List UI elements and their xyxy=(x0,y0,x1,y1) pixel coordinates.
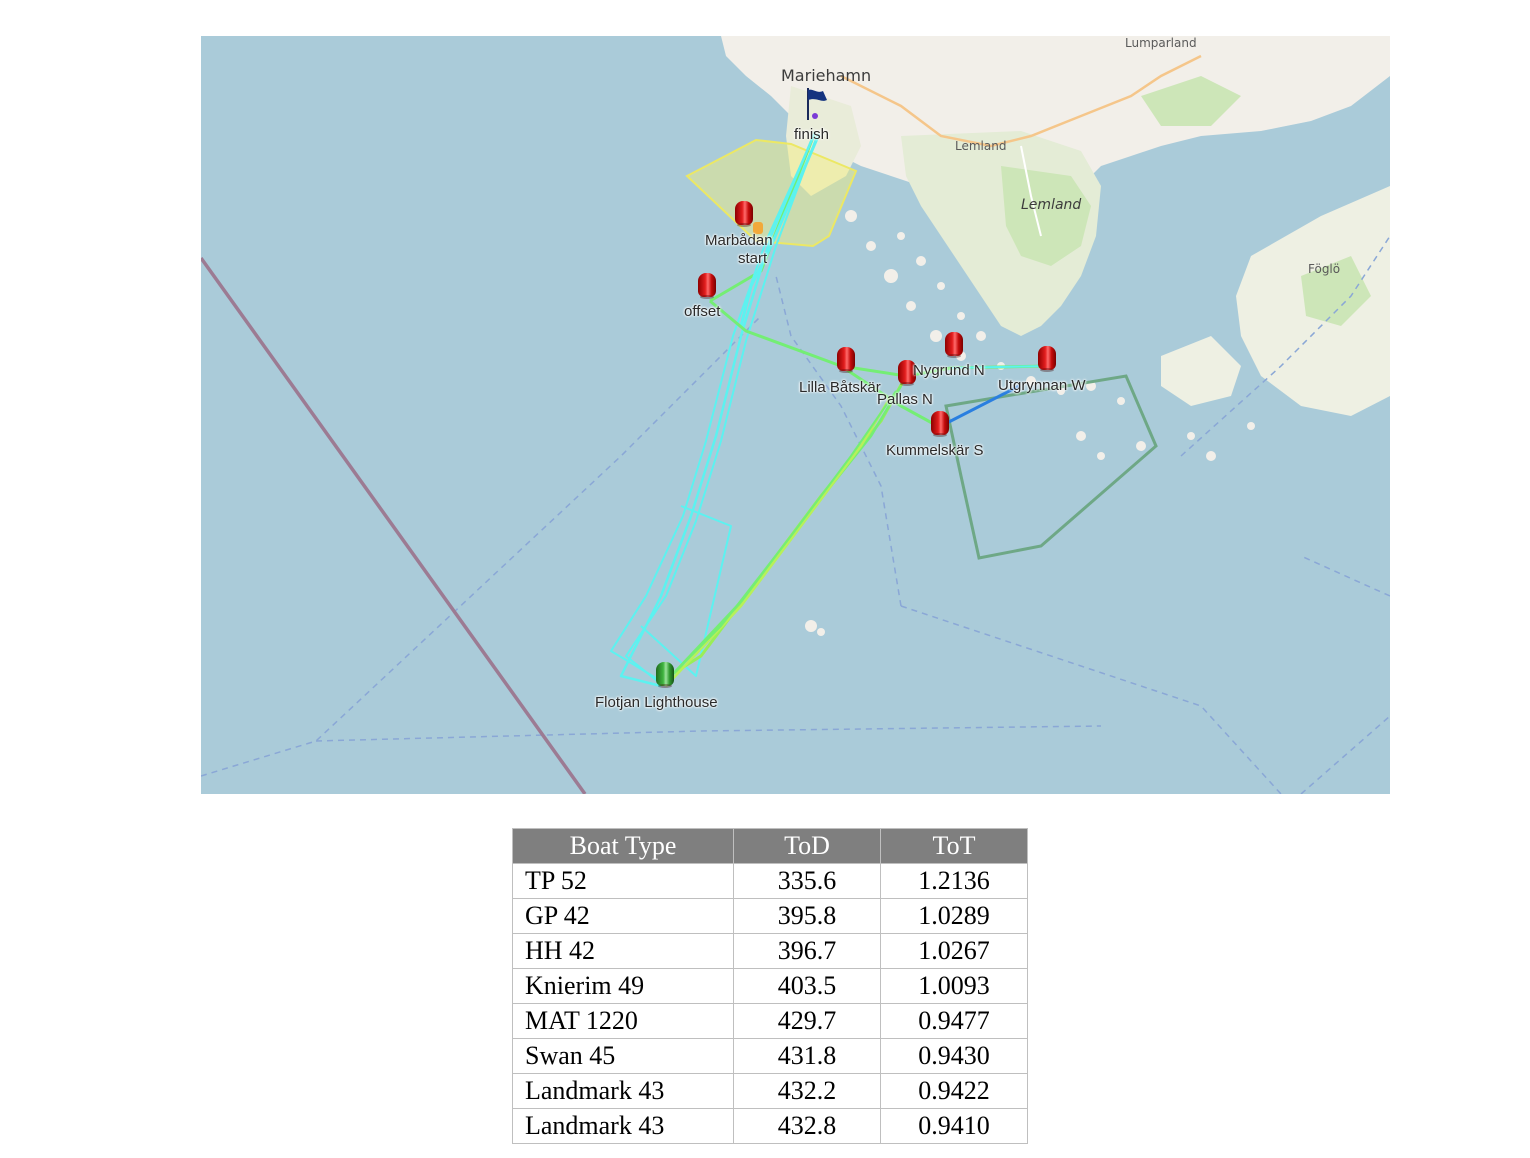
cell-tod: 395.8 xyxy=(733,898,881,934)
cell-boat-type: HH 42 xyxy=(512,933,734,969)
cell-tod: 396.7 xyxy=(733,933,881,969)
mark-label-utgrynnan-w: Utgrynnan W xyxy=(998,377,1086,394)
mark-label-kummelskar-s: Kummelskär S xyxy=(886,442,984,459)
mark-label-start: start xyxy=(738,250,768,267)
table-row: Knierim 49 403.5 1.0093 xyxy=(512,968,1028,1004)
table-row: MAT 1220 429.7 0.9477 xyxy=(512,1003,1028,1039)
cell-tot: 1.2136 xyxy=(880,863,1028,899)
nygrund-n-buoy-icon[interactable] xyxy=(945,332,963,358)
place-label: Lemland xyxy=(1021,197,1082,213)
cell-tod: 335.6 xyxy=(733,863,881,899)
place-label-city: Mariehamn xyxy=(781,66,872,85)
cell-tot: 1.0289 xyxy=(880,898,1028,934)
flotjan-lighthouse-buoy-icon[interactable] xyxy=(656,662,674,688)
pallas-n-buoy-icon[interactable] xyxy=(898,360,916,386)
mark-label-offset: offset xyxy=(684,303,721,320)
lilla-batskar-buoy-icon[interactable] xyxy=(837,347,855,373)
cell-tot: 1.0093 xyxy=(880,968,1028,1004)
mark-label-nygrund-n: Nygrund N xyxy=(913,362,985,379)
map-canvas xyxy=(201,36,1390,794)
place-label: Föglö xyxy=(1308,262,1341,276)
cell-boat-type: Landmark 43 xyxy=(512,1108,734,1144)
cell-tod: 432.2 xyxy=(733,1073,881,1109)
column-header-tot: ToT xyxy=(880,828,1028,864)
cell-boat-type: TP 52 xyxy=(512,863,734,899)
race-map[interactable]: Lumparland Mariehamn Lemland Lemland Fög… xyxy=(201,36,1390,794)
table-row: Landmark 43 432.2 0.9422 xyxy=(512,1073,1028,1109)
cell-boat-type: MAT 1220 xyxy=(512,1003,734,1039)
start-marker-icon[interactable] xyxy=(753,222,763,234)
kummelskar-s-buoy-icon[interactable] xyxy=(931,411,949,437)
shipping-lane xyxy=(201,256,587,794)
marbadan-buoy-icon[interactable] xyxy=(735,201,753,227)
place-label: Lumparland xyxy=(1125,36,1197,50)
mark-label-pallas-n: Pallas N xyxy=(877,391,933,408)
finish-flag-icon[interactable] xyxy=(805,88,829,120)
restricted-area-green xyxy=(944,374,1158,560)
cell-tot: 1.0267 xyxy=(880,933,1028,969)
table-header-row: Boat Type ToD ToT xyxy=(512,828,1028,864)
place-label: Lemland xyxy=(955,139,1007,153)
table-row: GP 42 395.8 1.0289 xyxy=(512,898,1028,934)
cell-tot: 0.9430 xyxy=(880,1038,1028,1074)
cell-boat-type: Swan 45 xyxy=(512,1038,734,1074)
cell-tod: 403.5 xyxy=(733,968,881,1004)
utgrynnan-w-buoy-icon[interactable] xyxy=(1038,346,1056,372)
column-header-tod: ToD xyxy=(733,828,881,864)
cell-boat-type: Landmark 43 xyxy=(512,1073,734,1109)
cell-tot: 0.9422 xyxy=(880,1073,1028,1109)
column-header-boat-type: Boat Type xyxy=(512,828,734,864)
boundary-layer xyxy=(201,235,1390,794)
boat-handicap-table: Boat Type ToD ToT TP 52 335.6 1.2136 GP … xyxy=(512,828,1028,1144)
table-row: TP 52 335.6 1.2136 xyxy=(512,863,1028,899)
table-row: Landmark 43 432.8 0.9410 xyxy=(512,1108,1028,1144)
mark-label-flotjan-lighthouse: Flotjan Lighthouse xyxy=(595,694,718,711)
cell-tod: 431.8 xyxy=(733,1038,881,1074)
cell-tod: 432.8 xyxy=(733,1108,881,1144)
table-row: Swan 45 431.8 0.9430 xyxy=(512,1038,1028,1074)
offset-buoy-icon[interactable] xyxy=(698,273,716,299)
road-layer xyxy=(840,54,1202,237)
race-tracks xyxy=(610,131,1050,688)
mark-label-lilla-batskar: Lilla Båtskär xyxy=(799,379,881,396)
cell-tot: 0.9477 xyxy=(880,1003,1028,1039)
cell-tot: 0.9410 xyxy=(880,1108,1028,1144)
mark-label-finish: finish xyxy=(794,126,830,143)
cell-boat-type: GP 42 xyxy=(512,898,734,934)
table-row: HH 42 396.7 1.0267 xyxy=(512,933,1028,969)
mark-label-marbadan: Marbådan xyxy=(705,232,773,249)
cell-tod: 429.7 xyxy=(733,1003,881,1039)
cell-boat-type: Knierim 49 xyxy=(512,968,734,1004)
